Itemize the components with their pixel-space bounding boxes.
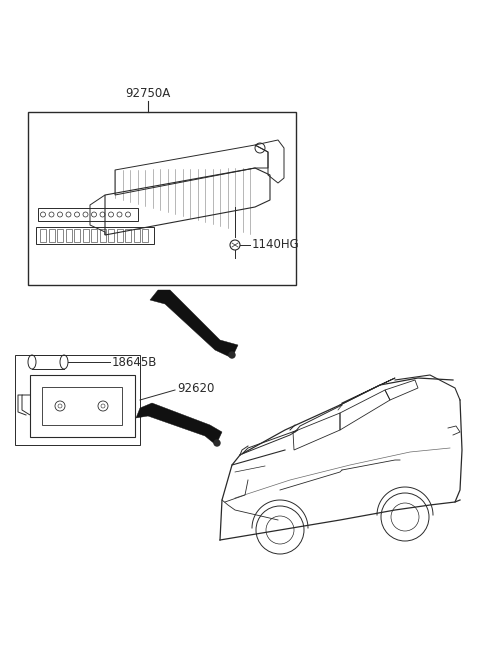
Bar: [83, 229, 88, 242]
Bar: [30, 375, 135, 437]
Text: 18645B: 18645B: [112, 356, 157, 369]
Bar: [142, 229, 148, 242]
Bar: [57, 229, 63, 242]
Text: 92750A: 92750A: [125, 87, 170, 100]
Bar: [48, 229, 55, 242]
Bar: [108, 229, 114, 242]
Bar: [99, 229, 106, 242]
Text: 1140HG: 1140HG: [252, 239, 300, 251]
Bar: [117, 229, 122, 242]
Bar: [42, 387, 122, 425]
Bar: [36, 227, 154, 244]
Bar: [40, 229, 46, 242]
Bar: [125, 229, 131, 242]
Circle shape: [214, 440, 220, 446]
Bar: [133, 229, 140, 242]
Bar: [91, 229, 97, 242]
Bar: [74, 229, 80, 242]
Bar: [15, 355, 140, 445]
Text: 92620: 92620: [177, 382, 215, 394]
Circle shape: [229, 352, 235, 358]
Polygon shape: [136, 403, 222, 445]
Bar: [38, 208, 138, 221]
Bar: [65, 229, 72, 242]
Polygon shape: [150, 290, 238, 358]
Bar: [28, 112, 296, 285]
